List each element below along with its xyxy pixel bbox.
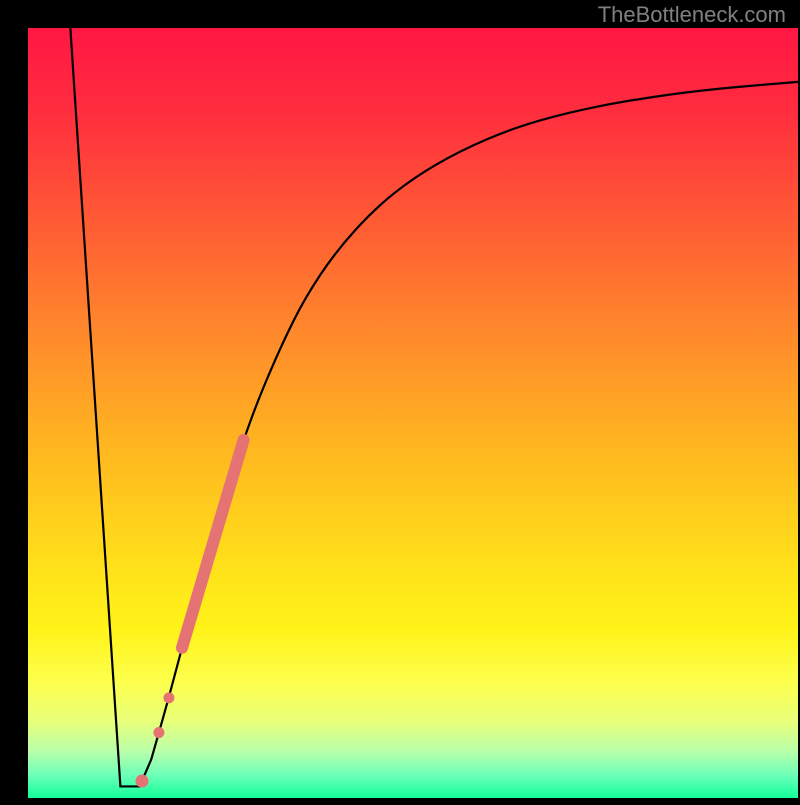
marker-dot	[163, 692, 174, 703]
marker-dot	[153, 727, 164, 738]
gradient-background	[28, 28, 798, 798]
chart-container: { "watermark": { "text": "TheBottleneck.…	[0, 0, 800, 800]
marker-dot	[135, 775, 148, 788]
watermark-text: TheBottleneck.com	[598, 2, 786, 28]
bottleneck-chart	[0, 0, 800, 800]
